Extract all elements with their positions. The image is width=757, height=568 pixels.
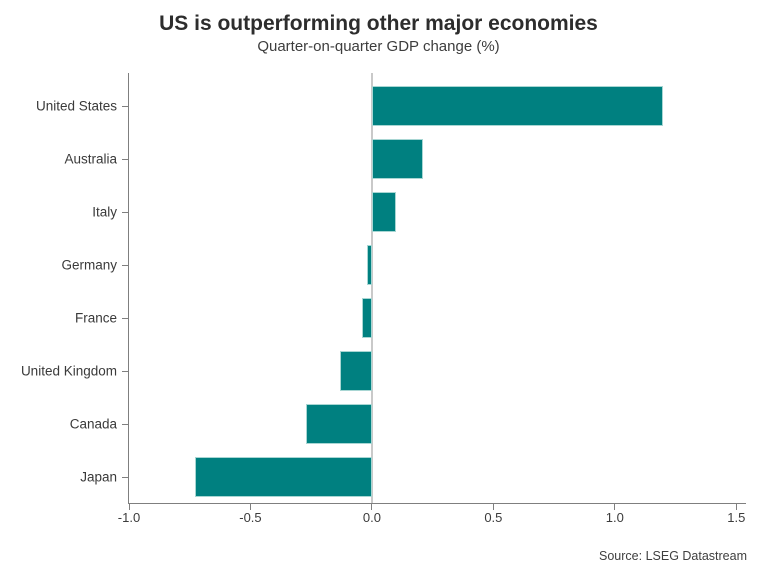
bar-australia xyxy=(371,138,423,179)
y-axis-label: United States xyxy=(35,98,117,113)
x-tick-mark xyxy=(614,504,616,510)
x-tick-mark xyxy=(371,504,373,510)
x-tick-mark xyxy=(735,504,737,510)
chart-title: US is outperforming other major economie… xyxy=(159,12,598,35)
y-axis-label: United Kingdom xyxy=(20,363,117,378)
bar-germany xyxy=(367,244,372,285)
y-tick-mark xyxy=(122,105,128,107)
y-tick-mark xyxy=(122,370,128,372)
y-tick-mark xyxy=(122,158,128,160)
source-credit: Source: LSEG Datastream xyxy=(599,549,747,563)
y-tick-mark xyxy=(122,211,128,213)
y-axis-label: Canada xyxy=(69,416,117,431)
y-tick-mark xyxy=(122,264,128,266)
y-axis-labels: United States Australia Italy Germany France… xyxy=(0,79,117,503)
y-axis-label: Australia xyxy=(64,151,117,166)
x-tick-label: -1.0 xyxy=(117,510,141,525)
x-tick-mark xyxy=(492,504,494,510)
x-tick-mark xyxy=(128,504,130,510)
bar-japan xyxy=(194,456,372,497)
plot-area xyxy=(122,73,746,504)
y-axis-label: Germany xyxy=(61,257,117,272)
y-axis-label: Japan xyxy=(80,469,117,484)
y-axis-label: Italy xyxy=(92,204,117,219)
y-tick-mark xyxy=(122,317,128,319)
y-axis-label: France xyxy=(74,310,117,325)
y-tick-mark xyxy=(122,476,128,478)
x-tick-label: -0.5 xyxy=(239,510,262,525)
x-tick-label: 1.5 xyxy=(727,510,746,525)
x-tick-label: 1.0 xyxy=(605,510,624,525)
x-tick-mark xyxy=(249,504,251,510)
bar-canada xyxy=(306,403,372,444)
x-tick-label: 0.5 xyxy=(484,510,503,525)
chart-subtitle: Quarter-on-quarter GDP change (%) xyxy=(257,38,500,56)
y-tick-mark xyxy=(122,423,128,425)
x-tick-label: 0.0 xyxy=(362,510,381,525)
bar-france xyxy=(362,297,372,338)
bar-united-kingdom xyxy=(340,350,372,391)
bar-italy xyxy=(371,191,397,232)
zero-gridline xyxy=(370,73,373,503)
bar-united-states xyxy=(371,85,664,126)
